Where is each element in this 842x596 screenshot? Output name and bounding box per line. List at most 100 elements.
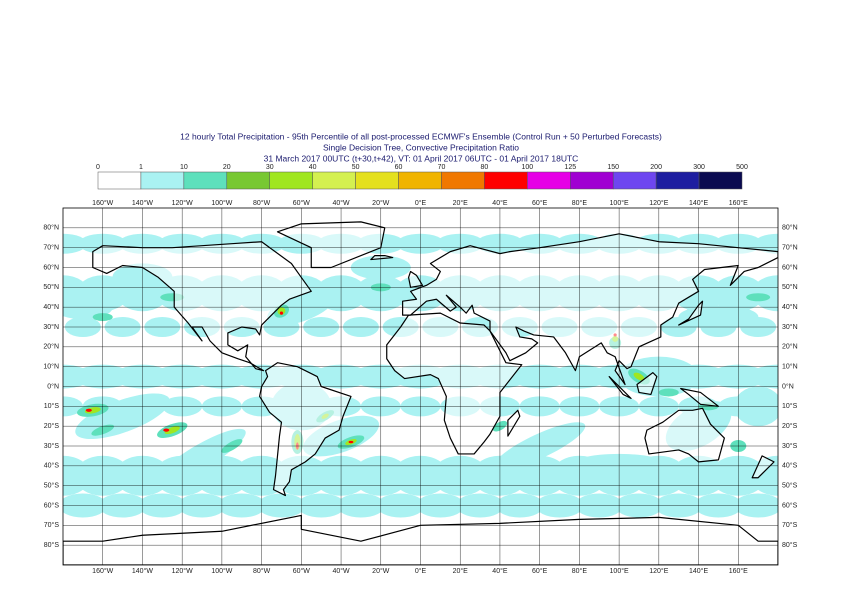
lat-label-right: 50°S (782, 482, 798, 490)
precip-area (279, 311, 284, 315)
lat-label-right: 40°N (782, 303, 798, 311)
legend-box (355, 171, 399, 190)
lat-label-right: 70°S (782, 521, 798, 529)
lat-label-left: 60°N (43, 263, 59, 271)
lat-label-left: 70°N (43, 244, 59, 252)
lon-label-bottom: 80°E (572, 567, 588, 575)
lat-label-right: 20°S (782, 422, 798, 430)
lon-label-bottom: 20°W (372, 567, 390, 575)
lat-label-left: 50°S (44, 482, 60, 490)
precip-area (746, 293, 771, 302)
lat-label-right: 50°N (782, 283, 798, 291)
lat-label-left: 60°S (44, 501, 60, 509)
lat-label-left: 40°N (43, 303, 59, 311)
lon-label-bottom: 20°E (453, 567, 469, 575)
map-area (62, 207, 779, 566)
lat-label-left: 50°N (43, 283, 59, 291)
precip-area (658, 388, 679, 397)
legend-label: 70 (438, 164, 446, 171)
coastline (402, 233, 778, 386)
legend-box (183, 171, 228, 190)
lat-label-left: 0°N (47, 382, 59, 390)
lon-label-top: 60°E (532, 199, 548, 207)
lon-label-bottom: 0°E (415, 567, 427, 575)
lat-label-left: 20°N (43, 343, 59, 351)
lon-label-top: 120°E (649, 199, 668, 207)
coastline (678, 300, 704, 326)
legend-box (97, 171, 142, 190)
lon-label-top: 140°W (132, 199, 153, 207)
lon-label-bottom: 140°E (689, 567, 708, 575)
lat-label-left: 80°S (44, 541, 60, 549)
precip-area (85, 408, 92, 412)
coastline (507, 409, 521, 437)
legend-label: 125 (564, 164, 576, 171)
legend-box (226, 171, 270, 190)
legend-label: 50 (352, 164, 360, 171)
lon-label-top: 80°W (253, 199, 271, 207)
lat-label-left: 30°S (44, 442, 60, 450)
legend-box (484, 171, 528, 190)
lon-label-top: 100°W (211, 199, 232, 207)
lon-label-bottom: 80°W (253, 567, 271, 575)
lon-label-bottom: 120°W (172, 567, 193, 575)
valid-time: 31 March 2017 00UTC (t+30,t+42), VT: 01 … (264, 153, 579, 163)
legend-box (140, 171, 185, 190)
lon-label-top: 120°W (172, 199, 193, 207)
lon-label-bottom: 40°W (332, 567, 350, 575)
lat-label-left: 40°S (44, 462, 60, 470)
legend-box (612, 171, 657, 190)
legend-label: 1 (139, 164, 143, 171)
lon-label-top: 160°W (92, 199, 113, 207)
coastline (644, 407, 725, 463)
lon-label-bottom: 100°W (211, 567, 232, 575)
lat-label-left: 20°S (44, 422, 60, 430)
lat-label-right: 40°S (782, 462, 798, 470)
legend-box (655, 171, 700, 190)
precip-area (754, 233, 778, 254)
lon-label-bottom: 160°E (729, 567, 748, 575)
coastline (370, 255, 394, 261)
legend-label: 10 (180, 164, 188, 171)
map-frame (62, 207, 779, 566)
lat-label-right: 30°S (782, 442, 798, 450)
lon-label-bottom: 140°W (132, 567, 153, 575)
lon-label-top: 140°E (689, 199, 708, 207)
legend-box (398, 171, 442, 190)
lat-label-right: 80°N (782, 224, 798, 232)
legend-label: 150 (607, 164, 619, 171)
lon-label-top: 0°E (415, 199, 427, 207)
lon-label-bottom: 100°E (610, 567, 629, 575)
title: 12 hourly Total Precipitation - 95th Per… (180, 131, 662, 141)
lat-label-left: 80°N (43, 224, 59, 232)
precip-area (158, 428, 246, 483)
precip-area (752, 275, 778, 312)
legend-box (269, 171, 313, 190)
lon-label-bottom: 120°E (649, 567, 668, 575)
legend-box (570, 171, 614, 190)
lat-label-right: 0°N (782, 382, 794, 390)
legend-box (527, 171, 571, 190)
lat-label-left: 70°S (44, 521, 60, 529)
lon-label-top: 40°E (492, 199, 508, 207)
precip-area (277, 307, 286, 315)
lon-label-top: 160°E (729, 199, 748, 207)
lon-label-bottom: 40°E (492, 567, 508, 575)
legend-label: 40 (309, 164, 317, 171)
lon-label-bottom: 60°E (532, 567, 548, 575)
legend-label: 80 (481, 164, 489, 171)
lat-label-right: 60°N (782, 263, 798, 271)
legend-label: 500 (736, 164, 748, 171)
lon-label-top: 20°E (453, 199, 469, 207)
lon-label-bottom: 160°W (92, 567, 113, 575)
lat-label-left: 10°N (43, 363, 59, 371)
coastline (636, 372, 658, 396)
legend-label: 60 (395, 164, 403, 171)
coastline (751, 455, 775, 479)
legend-box (312, 171, 356, 190)
legend-label: 300 (693, 164, 705, 171)
lat-label-right: 10°N (782, 363, 798, 371)
coastline (92, 241, 312, 372)
